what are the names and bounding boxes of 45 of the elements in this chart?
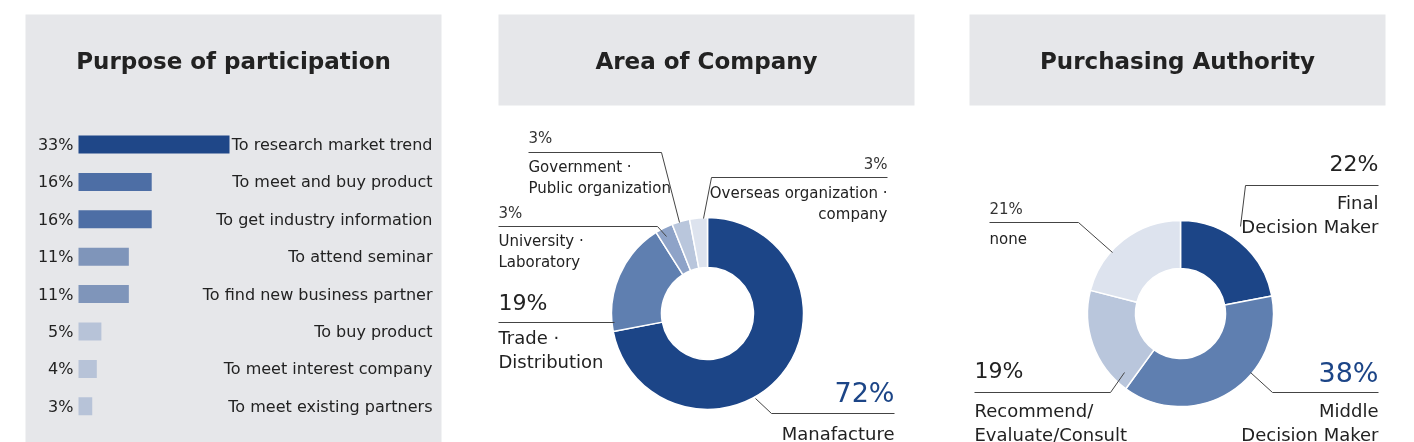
data-label: 33% xyxy=(37,135,74,154)
bar xyxy=(78,322,102,341)
data-label: 19% xyxy=(974,358,1024,383)
data-label: 3% xyxy=(863,154,888,173)
y-tick-label: To buy product xyxy=(313,322,433,341)
chart-title: Purpose of participation xyxy=(76,47,391,74)
y-tick-label: To meet interest company xyxy=(222,359,433,379)
slice-label: Trade · Distribution xyxy=(497,326,604,373)
data-label: 11% xyxy=(37,284,74,304)
bar xyxy=(78,285,129,304)
chart-title: Purchasing Authority xyxy=(1039,47,1316,74)
data-label: 22% xyxy=(1329,151,1379,176)
slice-label: Final Decision Maker xyxy=(1241,191,1380,238)
data-label: 19% xyxy=(498,290,548,315)
y-tick-label: To meet existing partners xyxy=(227,396,433,416)
y-tick-label: To meet and buy product xyxy=(231,172,433,192)
y-tick-label: To get industry information xyxy=(215,209,433,229)
slice-label: University · Laboratory xyxy=(498,232,584,271)
data-label: 3% xyxy=(498,203,523,222)
slice-label: Government · Public organization xyxy=(528,158,671,197)
data-label: 72% xyxy=(834,377,895,408)
data-label: 38% xyxy=(1318,357,1379,388)
bar xyxy=(78,210,152,229)
data-label: 3% xyxy=(48,396,74,416)
data-label: 4% xyxy=(48,359,74,379)
y-tick-label: To attend seminar xyxy=(287,247,433,267)
slice-label: Manafacture xyxy=(781,423,895,442)
y-tick-label: To find new business partner xyxy=(201,284,433,304)
data-label: 5% xyxy=(48,322,74,341)
bar xyxy=(78,359,97,378)
data-label: 16% xyxy=(37,209,74,229)
bar xyxy=(78,247,129,266)
chart-title: Area of Company xyxy=(595,47,818,74)
bar xyxy=(78,172,152,191)
slice-label: Recommend/ Evaluate/Consult xyxy=(974,399,1128,442)
slice-label: none xyxy=(989,229,1027,248)
data-label: 21% xyxy=(989,199,1023,218)
bar xyxy=(78,135,230,154)
slice-label: Middle Decision Maker xyxy=(1241,399,1380,442)
bar xyxy=(78,397,93,416)
y-tick-label: To research market trend xyxy=(230,135,433,154)
data-label: 3% xyxy=(528,128,553,147)
data-label: 11% xyxy=(37,247,74,267)
slice-label: Overseas organization · company xyxy=(709,184,888,223)
data-label: 16% xyxy=(37,172,74,192)
